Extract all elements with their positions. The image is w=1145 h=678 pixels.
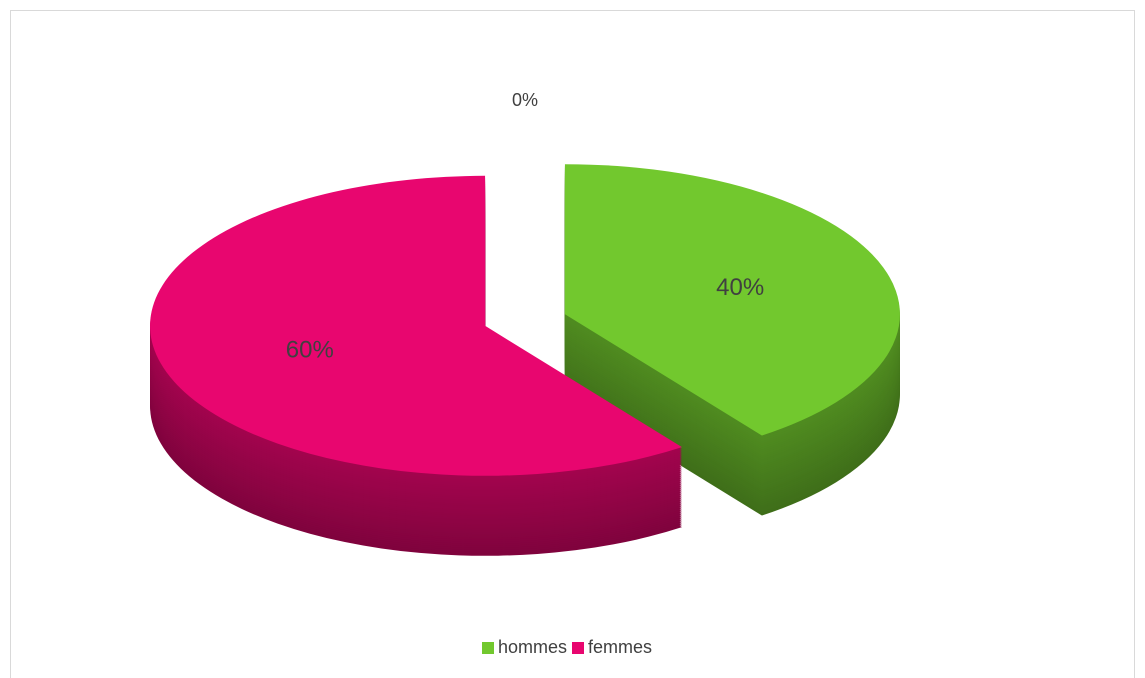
slice bbox=[150, 175, 682, 476]
data-label: 0% bbox=[512, 90, 538, 110]
legend-swatch bbox=[482, 642, 494, 654]
slice bbox=[564, 164, 900, 436]
legend-label: hommes bbox=[498, 637, 567, 657]
data-label: 60% bbox=[286, 337, 334, 364]
legend-swatch bbox=[572, 642, 584, 654]
data-label: 40% bbox=[716, 274, 764, 301]
legend-label: femmes bbox=[588, 637, 652, 657]
